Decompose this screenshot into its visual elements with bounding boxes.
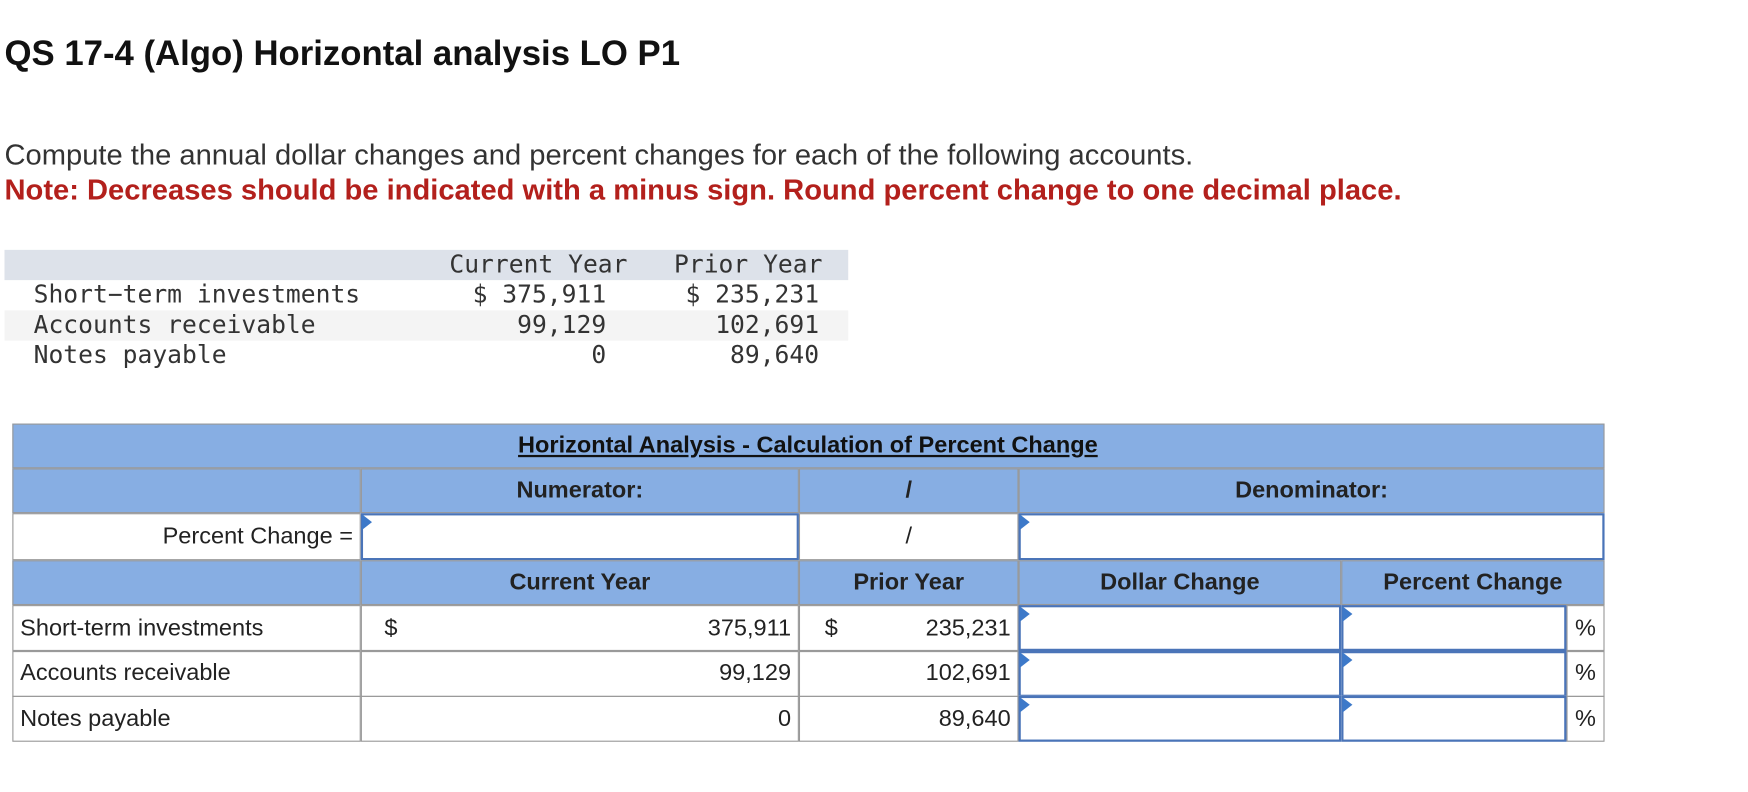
dollar-change-input[interactable] [1018, 605, 1342, 652]
slash: / [798, 513, 1019, 561]
currency: $ [384, 614, 398, 641]
row-label: Accounts receivable [12, 650, 361, 697]
given-prior: 102,691 [715, 311, 820, 340]
table-title-row [12, 423, 1605, 469]
given-header-bg [4, 249, 849, 281]
cell [12, 560, 361, 606]
column-header: Current Year [360, 560, 799, 606]
current-value: 0 [360, 695, 799, 742]
given-col-header: Prior Year [674, 250, 823, 280]
given-label: Accounts receivable [33, 311, 316, 340]
prior-value: 89,640 [798, 695, 1019, 742]
formula-label: Percent Change = [12, 513, 361, 561]
denominator-input[interactable] [1018, 513, 1605, 561]
currency: $ [824, 614, 838, 641]
slash: / [798, 468, 1019, 514]
given-label: Short−term investments [33, 281, 361, 310]
dollar-change-input[interactable] [1018, 650, 1342, 697]
prior-value: 235,231 [798, 605, 1019, 652]
row-label: Short-term investments [12, 605, 361, 652]
given-current: 99,129 [517, 311, 607, 340]
percent-change-input[interactable] [1341, 695, 1567, 742]
column-header: Percent Change [1341, 560, 1605, 606]
given-label: Notes payable [33, 341, 227, 370]
title: QS 17-4 (Algo) Horizontal analysis LO P1 [4, 33, 681, 73]
instruction: Compute the annual dollar changes and pe… [4, 137, 1194, 171]
current-value: 375,911 [360, 605, 799, 652]
column-header: Dollar Change [1018, 560, 1342, 606]
table-title: Horizontal Analysis - Calculation of Per… [518, 432, 1098, 459]
percent-sign: % [1566, 650, 1605, 697]
given-current: 0 [591, 341, 607, 370]
given-row-bg [4, 310, 849, 341]
given-prior: $ 235,231 [685, 281, 820, 310]
numerator-input[interactable] [360, 513, 799, 561]
given-current: $ 375,911 [472, 281, 607, 310]
given-prior: 89,640 [730, 341, 820, 370]
numerator-label: Numerator: [360, 468, 799, 514]
percent-sign: % [1566, 695, 1605, 742]
cell [12, 468, 361, 514]
given-col-header: Current Year [449, 250, 628, 280]
denominator-label: Denominator: [1018, 468, 1605, 514]
percent-change-input[interactable] [1341, 605, 1567, 652]
percent-sign: % [1566, 605, 1605, 652]
row-label: Notes payable [12, 695, 361, 742]
prior-value: 102,691 [798, 650, 1019, 697]
column-header: Prior Year [798, 560, 1019, 606]
instruction-note: Note: Decreases should be indicated with… [4, 171, 1402, 206]
dollar-change-input[interactable] [1018, 695, 1342, 742]
current-value: 99,129 [360, 650, 799, 697]
percent-change-input[interactable] [1341, 650, 1567, 697]
